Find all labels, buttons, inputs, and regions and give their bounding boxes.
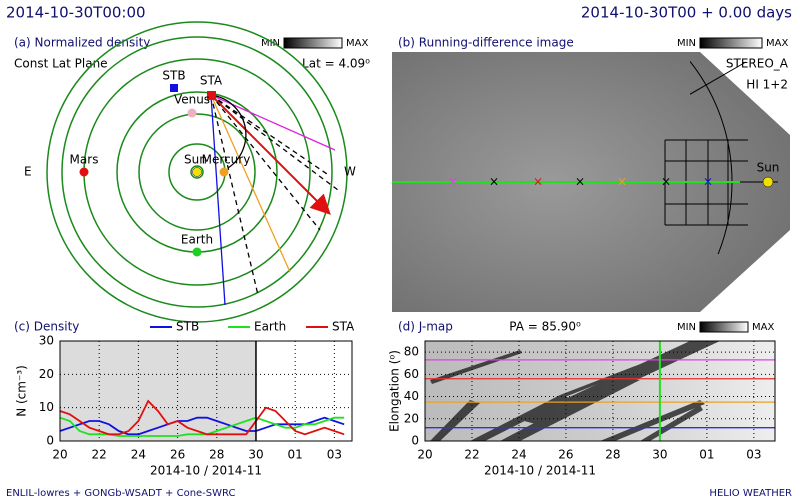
- x-tick-label: 28: [605, 448, 620, 462]
- label: Mars: [70, 153, 99, 167]
- x-tick-label: 03: [327, 448, 342, 462]
- sun: [762, 176, 774, 188]
- bodies: [79, 84, 229, 257]
- streak: [600, 400, 705, 441]
- y-tick-label: 0: [46, 434, 54, 448]
- x-tick-label: 20: [52, 448, 67, 462]
- colorbar-min: MIN: [677, 322, 696, 333]
- x-tick-label: 03: [746, 448, 761, 462]
- x-tick-label: 24: [511, 448, 526, 462]
- annotation: PA = 85.90⁰: [509, 320, 581, 334]
- svg-text:×: ×: [661, 175, 671, 189]
- legend-label: STB: [176, 320, 199, 334]
- plane-label: Const Lat Plane: [14, 57, 108, 71]
- spacecraft: STEREO_A: [726, 57, 789, 71]
- x-tick-label: 01: [699, 448, 714, 462]
- y-tick-label: 60: [404, 367, 419, 381]
- x-tick-label: 30: [248, 448, 263, 462]
- y-tick-label: 20: [39, 367, 54, 381]
- svg-text:×: ×: [448, 175, 458, 189]
- colorbar-min: MIN: [677, 38, 696, 49]
- lat-label: Lat = 4.09⁰: [302, 57, 370, 71]
- streak: [430, 350, 522, 384]
- label: E: [24, 165, 32, 179]
- colorbar-min: MIN: [261, 38, 280, 49]
- x-tick-label: 22: [92, 448, 107, 462]
- label: STB: [162, 69, 185, 83]
- colorbar-max: MAX: [766, 38, 788, 49]
- y-tick-label: 80: [404, 345, 419, 359]
- streak: [520, 341, 720, 425]
- y-tick-label: 20: [404, 411, 419, 425]
- sun-label: Sun: [757, 161, 780, 175]
- panel-title: (b) Running-difference image: [398, 36, 574, 50]
- label: Sun: [184, 153, 207, 167]
- streak: [560, 341, 706, 397]
- svg-text:×: ×: [617, 175, 627, 189]
- header-left: 2014-10-30T00:00: [6, 4, 146, 22]
- jmap-streaks: [430, 341, 720, 441]
- plot-frame: [424, 340, 776, 442]
- x-tick-label: 30: [652, 448, 667, 462]
- label: W: [344, 165, 356, 179]
- colorbar: [699, 321, 749, 333]
- x-tick-label: 26: [558, 448, 573, 462]
- past-shade: [60, 341, 256, 441]
- y-tick-label: 0: [411, 434, 419, 448]
- svg-text:×: ×: [489, 175, 499, 189]
- series-line: [59, 399, 345, 436]
- x-tick-label: 01: [288, 448, 303, 462]
- label: Mercury: [202, 153, 251, 167]
- legend-label: Earth: [254, 320, 286, 334]
- crosses: × × × × × × ×: [448, 175, 713, 189]
- x-tick-label: 22: [464, 448, 479, 462]
- header-right: 2014-10-30T00 + 0.00 days: [581, 4, 792, 22]
- x-axis-label: 2014-10 / 2014-11: [484, 464, 596, 478]
- colorbar: [699, 37, 763, 49]
- streak: [430, 400, 480, 441]
- panel-title: (c) Density: [14, 320, 79, 334]
- streak: [470, 395, 570, 441]
- y-tick-label: 40: [404, 389, 419, 403]
- label: Venus: [174, 93, 210, 107]
- plot-frame: [59, 340, 353, 442]
- streak: [640, 405, 703, 441]
- footer-left: ENLIL-lowres + GONGb-WSADT + Cone-SWRC: [6, 488, 235, 499]
- svg-text:×: ×: [575, 175, 585, 189]
- x-tick-label: 26: [170, 448, 185, 462]
- legend-label: STA: [332, 320, 355, 334]
- y-axis-label: N (cm⁻³): [15, 365, 29, 417]
- colorbar-max: MAX: [752, 322, 774, 333]
- x-tick-label: 20: [417, 448, 432, 462]
- label: Earth: [181, 233, 213, 247]
- x-tick-label: 28: [209, 448, 224, 462]
- svg-text:×: ×: [533, 175, 543, 189]
- x-axis-label: 2014-10 / 2014-11: [150, 464, 262, 478]
- y-tick-label: 10: [39, 400, 54, 414]
- label: STA: [200, 74, 223, 88]
- panel-title: (d) J-map: [398, 320, 453, 334]
- colorbar: [283, 37, 343, 49]
- x-tick-label: 24: [131, 448, 146, 462]
- instrument: HI 1+2: [746, 78, 788, 92]
- y-tick-label: 30: [39, 334, 54, 348]
- footer-right: HELIO WEATHER: [709, 488, 792, 499]
- series-line: [59, 416, 345, 436]
- fov-lines: [210, 94, 339, 306]
- svg-text:×: ×: [703, 175, 713, 189]
- colorbar-max: MAX: [346, 38, 368, 49]
- y-axis-label: Elongation (⁰): [388, 350, 402, 432]
